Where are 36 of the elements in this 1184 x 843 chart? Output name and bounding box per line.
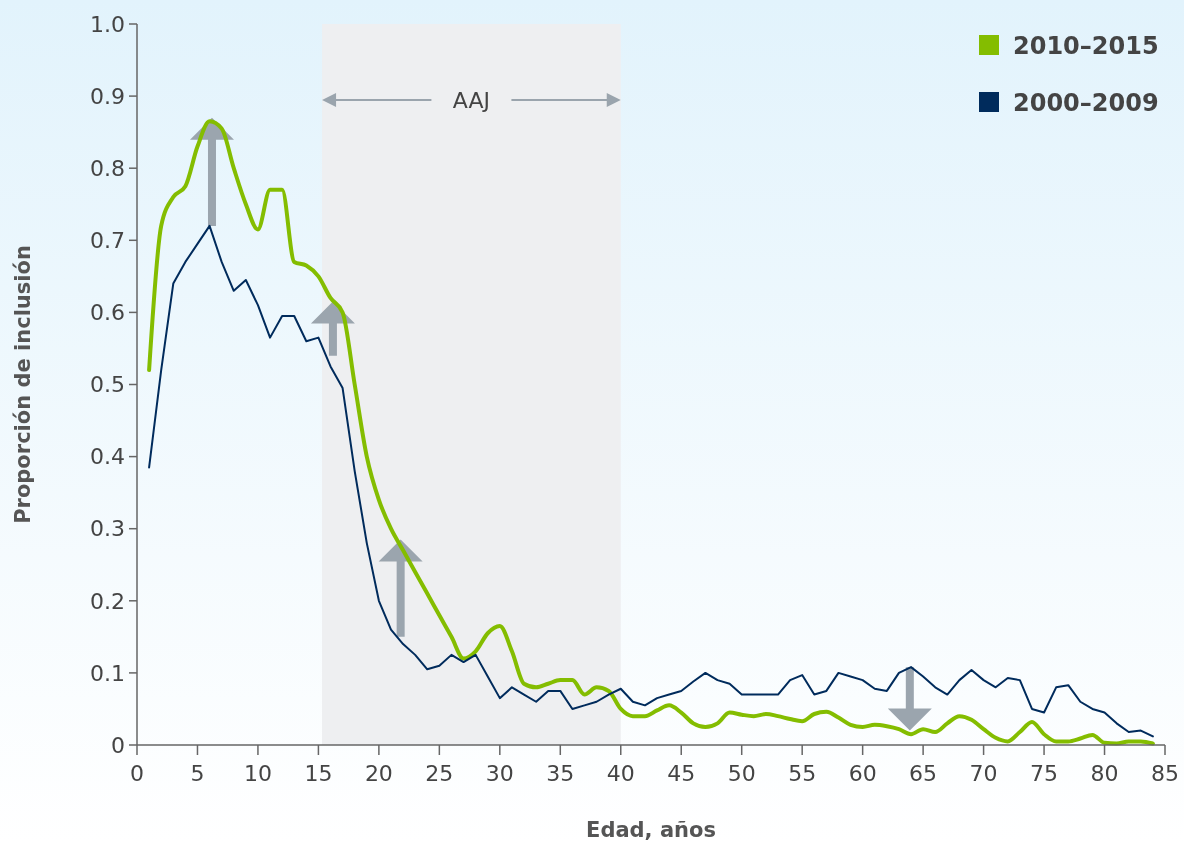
x-tick-label: 5 [190,761,205,786]
x-tick-label: 30 [485,761,514,786]
y-tick-label: 0.2 [90,588,125,614]
x-tick-label: 50 [727,761,756,786]
band-label: AAJ [452,88,490,113]
x-tick-label: 35 [546,761,575,786]
y-tick-label: 0.5 [90,372,125,398]
legend-label: 2000–2009 [1013,89,1159,118]
x-tick-label: 65 [909,761,938,786]
x-tick-label: 10 [243,761,272,786]
y-tick-label: 0 [111,732,125,758]
x-tick-label: 55 [788,761,817,786]
y-tick-label: 0.4 [90,444,125,470]
x-tick-label: 45 [667,761,696,786]
y-tick-label: 0.9 [90,83,125,109]
y-tick-label: 0.3 [90,516,125,542]
y-tick-label: 1.0 [90,11,125,37]
y-tick-label: 0.7 [90,228,125,253]
x-tick-label: 70 [969,761,998,786]
x-tick-label: 80 [1090,761,1119,786]
x-tick-label: 15 [304,761,333,786]
x-axis-title: Edad, años [586,818,716,842]
x-tick-label: 85 [1151,761,1179,786]
y-axis-title: Proporción de inclusión [11,245,35,524]
y-tick-label: 0.1 [90,660,125,686]
x-tick-label: 75 [1030,761,1059,786]
x-tick-label: 60 [848,761,877,786]
y-tick-label: 0.8 [90,155,125,181]
x-tick-label: 20 [364,761,393,786]
line-series [147,119,1155,746]
line-series [148,224,1154,738]
y-tick-label: 0.6 [90,300,125,326]
x-tick-label: 40 [606,761,635,786]
x-tick-label: 0 [130,761,144,786]
x-tick-label: 25 [425,761,454,786]
legend-label: 2010–2015 [1013,32,1159,61]
